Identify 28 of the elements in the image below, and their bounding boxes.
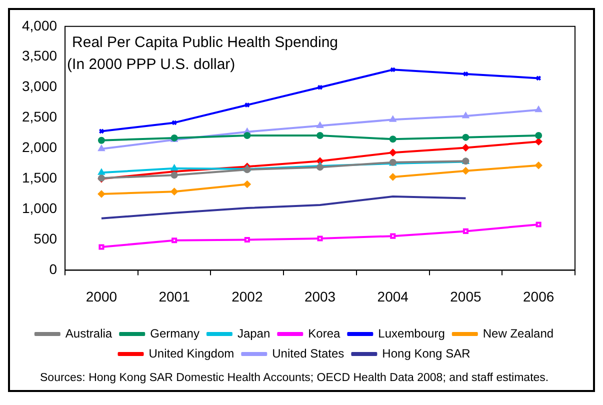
legend-label: New Zealand (482, 326, 554, 340)
text: (In 2000 PPP U.S. dollar) (67, 56, 236, 74)
x-tick-label: 2002 (232, 288, 263, 304)
x-tick-label: 2001 (158, 288, 190, 304)
y-tick-label: 1,500 (22, 170, 58, 186)
y-tick-label: 500 (34, 230, 58, 247)
legend-label: Australia (65, 326, 112, 340)
x-tick-label: 2003 (304, 288, 336, 304)
x-tick-label: 2005 (450, 288, 482, 304)
text: Real Per Capita Public Health Spending (72, 34, 338, 52)
y-tick-label: 1,000 (22, 200, 58, 216)
x-tick-label: 2004 (377, 288, 409, 304)
x-tick-label: 2006 (522, 288, 554, 304)
y-tick-label: 4,000 (22, 17, 58, 34)
y-tick-label: 2,500 (22, 108, 58, 125)
legend-label: United Kingdom (148, 346, 234, 360)
legend-label: Luxembourg (378, 326, 445, 340)
y-tick-label: 2,000 (22, 139, 58, 156)
legend-label: Korea (308, 326, 340, 340)
source-note: Sources: Hong Kong SAR Domestic Health Accounts; OECD Health Data 2008; and staff estimates. (39, 371, 550, 386)
legend-label: Germany (150, 326, 200, 340)
y-tick-label: 3,500 (22, 48, 58, 64)
y-tick-label: 3,000 (22, 78, 58, 94)
legend-label: Japan (237, 326, 270, 340)
legend-label: Hong Kong SAR (382, 346, 471, 360)
y-tick-label: 0 (49, 261, 58, 278)
x-tick-label: 2000 (86, 288, 118, 304)
legend-label: United States (272, 346, 344, 360)
